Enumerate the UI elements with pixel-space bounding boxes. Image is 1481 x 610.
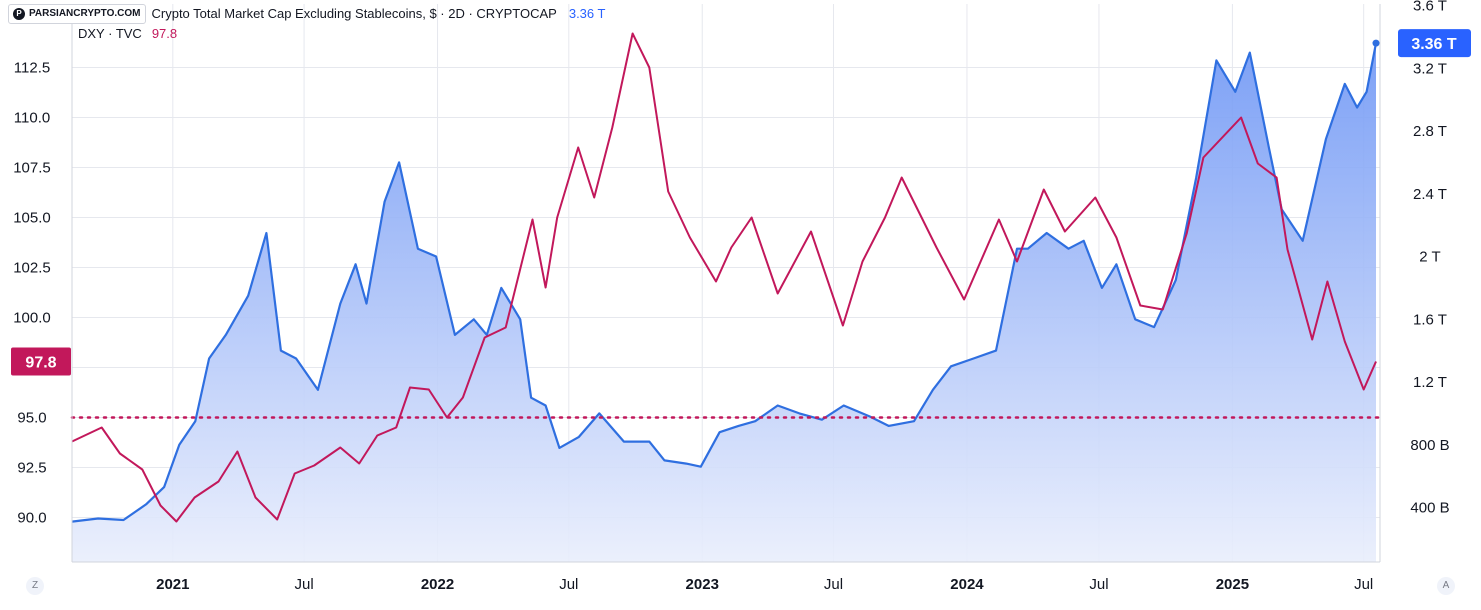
left-axis-tick-label: 112.5 (14, 60, 50, 77)
right-axis-tick-label: 1.2 T (1413, 374, 1447, 391)
dxy-value-badge-text: 97.8 (25, 355, 56, 372)
left-axis-tick-label: 92.5 (17, 460, 46, 477)
x-axis-tick-label: Jul (559, 576, 578, 593)
left-axis-tick-label: 95.0 (17, 410, 46, 427)
left-axis-tick-label: 110.0 (14, 110, 50, 127)
x-axis-tick-label: Jul (1089, 576, 1108, 593)
axes: 2021 Jul 2022 Jul 2023 Jul 2024 Jul 2025 Jul 90.0 9… (11, 0, 1471, 593)
left-axis-tick-label: 102.5 (13, 260, 51, 277)
right-axis-tick-label: 800 B (1410, 437, 1449, 454)
x-axis-tick-label: 2025 (1216, 576, 1249, 593)
right-axis-tick-label: 2.4 T (1413, 186, 1447, 203)
dxy-value-badge (11, 347, 71, 376)
dxy-series-value: 97.8 (151, 26, 178, 41)
market-cap-value-badge (1398, 29, 1471, 58)
right-axis-tick-label: 400 B (1410, 500, 1449, 517)
auto-scale-button[interactable]: A (1437, 577, 1455, 595)
right-axis-tick-label: 3.6 T (1413, 0, 1447, 15)
right-axis-tick-label: 2 T (1419, 249, 1440, 266)
x-axis-tick-label: 2023 (686, 576, 719, 593)
x-axis-tick-label: Jul (824, 576, 843, 593)
left-scale-button[interactable]: Z (26, 577, 44, 595)
x-axis-tick-label: Jul (1354, 576, 1373, 593)
market-cap-value-badge-text: 3.36 T (1411, 36, 1457, 53)
market-cap-series-title[interactable]: Crypto Total Market Cap Excluding Stable… (151, 6, 557, 21)
watermark-logo: P PARSIANCRYPTO.COM (8, 4, 146, 24)
series-layer (71, 32, 1380, 562)
market-cap-last-point (1372, 39, 1380, 47)
x-axis-tick-label: 2022 (421, 576, 454, 593)
left-axis-tick-label: 90.0 (17, 510, 46, 527)
x-axis-tick-label: Jul (294, 576, 313, 593)
left-axis-tick-label: 100.0 (13, 310, 51, 327)
watermark-label: PARSIANCRYPTO.COM (29, 8, 141, 19)
right-axis-tick-label: 1.6 T (1413, 311, 1447, 328)
market-cap-area (72, 43, 1376, 562)
right-axis-tick-label: 2.8 T (1413, 123, 1447, 140)
left-axis-tick-label: 107.5 (13, 160, 51, 177)
left-axis-tick-label: 105.0 (13, 210, 51, 227)
market-cap-series-value: 3.36 T (568, 6, 606, 21)
dxy-line (71, 32, 1377, 523)
market-cap-line (71, 42, 1378, 523)
right-axis-tick-label: 3.2 T (1413, 60, 1447, 77)
dxy-series-title[interactable]: DXY · TVC (78, 26, 142, 41)
legend-header: P PARSIANCRYPTO.COM Crypto Total Market … (8, 4, 605, 44)
logo-icon: P (13, 8, 25, 20)
x-axis-tick-label: 2021 (156, 576, 189, 593)
x-axis-tick-label: 2024 (950, 576, 984, 593)
